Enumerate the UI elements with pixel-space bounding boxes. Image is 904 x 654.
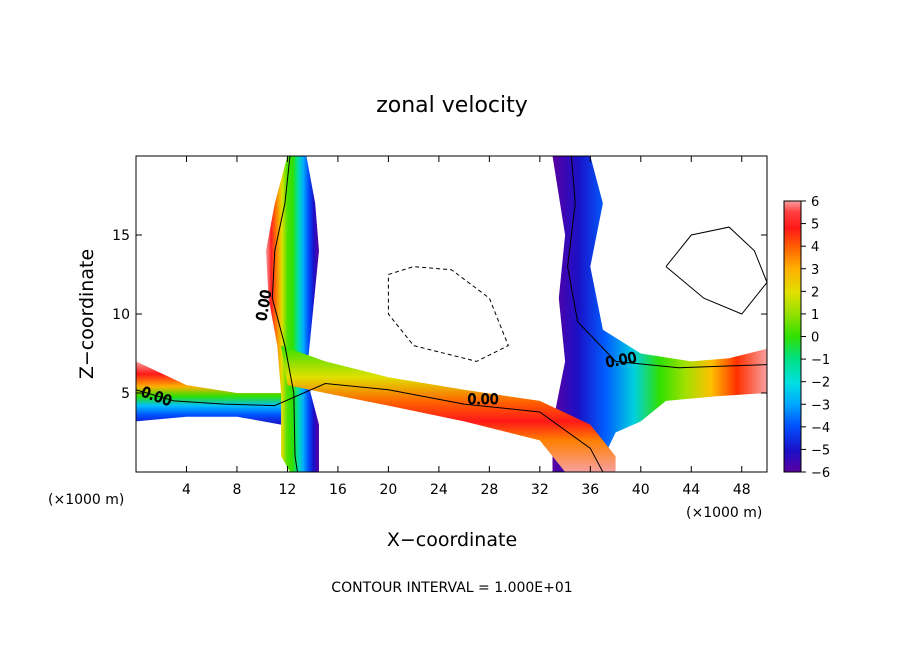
- x-tick-label: 16: [329, 482, 347, 498]
- colorbar-tick-label: −5: [811, 443, 830, 458]
- y-tick-label: 5: [121, 386, 130, 402]
- colorbar-tick-label: 4: [811, 240, 819, 255]
- colorbar-tick-label: 3: [811, 263, 819, 278]
- x-tick-label: 36: [581, 482, 599, 498]
- band-right: [552, 156, 767, 472]
- x-tick-label: 12: [279, 482, 297, 498]
- colorbar-tick-label: −6: [811, 466, 830, 481]
- colorbar-tick-label: 0: [811, 331, 819, 346]
- band-diag: [281, 345, 616, 472]
- x-unit-right: (×1000 m): [686, 505, 762, 521]
- zero-contour-line: [567, 156, 767, 369]
- x-tick-label: 4: [182, 482, 191, 498]
- contour-interval-note: CONTOUR INTERVAL = 1.000E+01: [331, 580, 572, 596]
- plot-area: 0.000.00 0.000.00: [136, 156, 767, 472]
- x-tick-label: 48: [733, 482, 751, 498]
- x-unit-left: (×1000 m): [48, 492, 124, 508]
- x-tick-label: 8: [232, 482, 241, 498]
- y-tick-label: 15: [112, 228, 130, 244]
- contour-label: 0.00: [604, 350, 637, 371]
- positive-contour-line: [665, 226, 767, 315]
- zero-contour-line: [271, 156, 298, 472]
- y-axis-label: Z−coordinate: [76, 249, 98, 379]
- x-tick-label: 24: [430, 482, 448, 498]
- colorbar-tick-label: 6: [811, 195, 819, 210]
- colorbar-tick-label: −1: [811, 353, 830, 368]
- colorbar-gradient: [783, 200, 802, 473]
- contour-label: 0.00: [254, 289, 275, 322]
- colorbar-tick-label: −4: [811, 421, 830, 436]
- band-left: [266, 156, 319, 472]
- negative-contour-line: [387, 266, 509, 362]
- colorbar-tick-label: 5: [811, 218, 819, 233]
- x-tick-label: 40: [632, 482, 650, 498]
- colorbar-tick-label: −3: [811, 398, 830, 413]
- colorbar-tick-label: 2: [811, 285, 819, 300]
- contour-label: 0.00: [467, 392, 498, 408]
- x-axis-label: X−coordinate: [387, 529, 517, 551]
- x-tick-label: 44: [682, 482, 700, 498]
- chart-title: zonal velocity: [376, 93, 528, 118]
- colorbar-tick-label: −2: [811, 376, 830, 391]
- colorbar: 6 5 4 3 2 1 0 −1 −2 −3 −4 −5 −6: [783, 195, 830, 481]
- x-tick-label: 32: [531, 482, 549, 498]
- x-tick-label: 20: [379, 482, 397, 498]
- colorbar-tick-label: 1: [811, 308, 819, 323]
- zero-contour-line: [136, 382, 604, 472]
- band-bottom: [136, 361, 282, 425]
- x-tick-label: 28: [480, 482, 498, 498]
- y-tick-label: 10: [112, 307, 130, 323]
